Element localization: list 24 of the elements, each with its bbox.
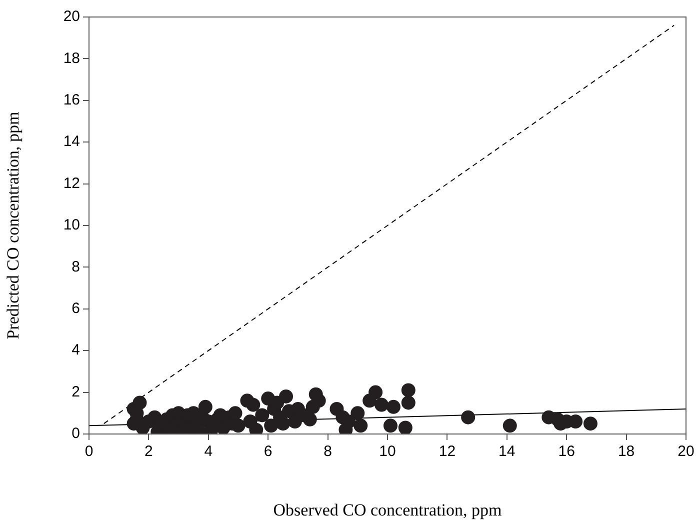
x-tick-label: 14 [498, 443, 516, 460]
x-tick-label: 16 [558, 443, 575, 460]
y-tick-label: 12 [63, 174, 80, 192]
y-tick-label: 18 [63, 50, 80, 67]
x-axis-title: Observed CO concentration, ppm [273, 500, 502, 520]
x-tick-label: 0 [84, 443, 94, 460]
y-tick-label: 8 [72, 258, 80, 276]
x-tick-label: 8 [324, 443, 332, 460]
x-tick-label: 18 [618, 443, 635, 460]
x-tick-label: 2 [144, 443, 153, 460]
x-tick-label: 12 [438, 443, 456, 460]
y-tick-label: 16 [63, 92, 80, 109]
x-tick-label: 10 [379, 443, 396, 460]
x-tick-label: 6 [264, 443, 272, 460]
y-tick-label: 2 [72, 383, 80, 400]
y-tick-label: 20 [63, 8, 80, 26]
y-tick-label: 4 [72, 342, 80, 359]
y-tick-label: 10 [63, 216, 80, 234]
x-tick-label: 20 [678, 443, 694, 460]
y-tick-label: 14 [63, 133, 80, 150]
y-tick-label: 0 [72, 425, 80, 442]
y-axis-title: Predicted CO concentration, ppm [4, 112, 23, 340]
y-tick-label: 6 [72, 300, 80, 318]
x-tick-label: 4 [204, 443, 213, 460]
